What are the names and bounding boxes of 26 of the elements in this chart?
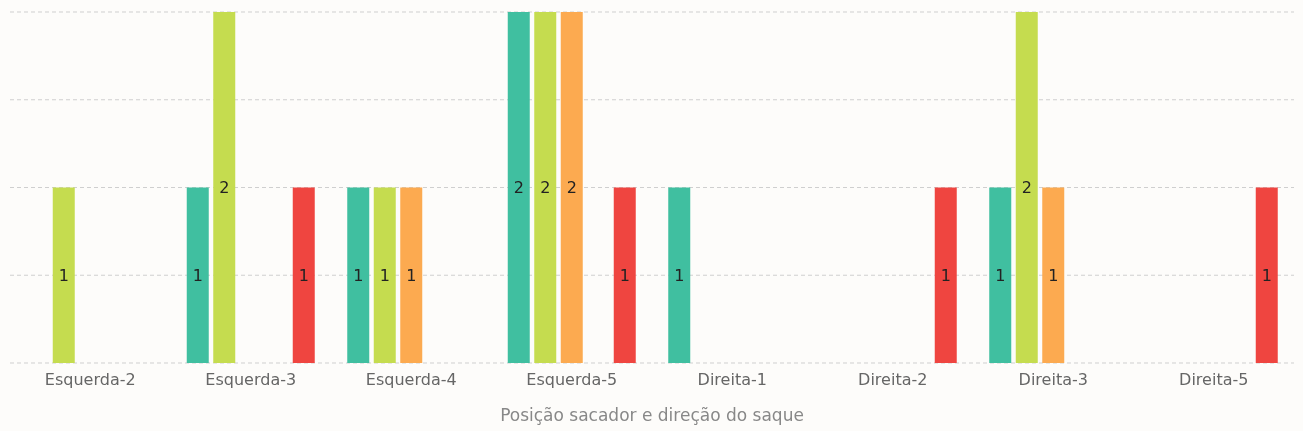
x-tick-label: Esquerda-4 xyxy=(365,370,457,389)
data-label: 1 xyxy=(619,265,630,285)
data-label: 1 xyxy=(379,265,390,285)
data-label: 1 xyxy=(298,265,309,285)
data-label: 1 xyxy=(1048,265,1059,285)
data-label: 2 xyxy=(219,178,230,197)
x-tick-label: Esquerda-5 xyxy=(526,370,618,389)
x-tick-label: Direita-2 xyxy=(858,370,928,389)
data-label: 1 xyxy=(192,265,203,285)
data-label: 1 xyxy=(940,265,951,285)
x-tick-label: Esquerda-2 xyxy=(44,370,136,389)
data-label: 1 xyxy=(353,265,364,285)
data-label: 1 xyxy=(58,265,69,285)
data-label: 2 xyxy=(566,178,577,197)
data-label: 1 xyxy=(406,265,417,285)
x-tick-label: Esquerda-3 xyxy=(205,370,297,389)
data-label: 2 xyxy=(513,178,524,197)
data-label: 1 xyxy=(674,265,685,285)
data-label: 2 xyxy=(540,178,551,197)
x-tick-label: Direita-3 xyxy=(1018,370,1088,389)
data-label: 1 xyxy=(995,265,1006,285)
data-label: 2 xyxy=(1021,178,1032,197)
data-label: 1 xyxy=(1261,265,1272,285)
x-tick-label: Direita-5 xyxy=(1179,370,1249,389)
x-axis-title: Posição sacador e direção do saque xyxy=(500,405,804,425)
x-tick-label: Direita-1 xyxy=(697,370,767,389)
